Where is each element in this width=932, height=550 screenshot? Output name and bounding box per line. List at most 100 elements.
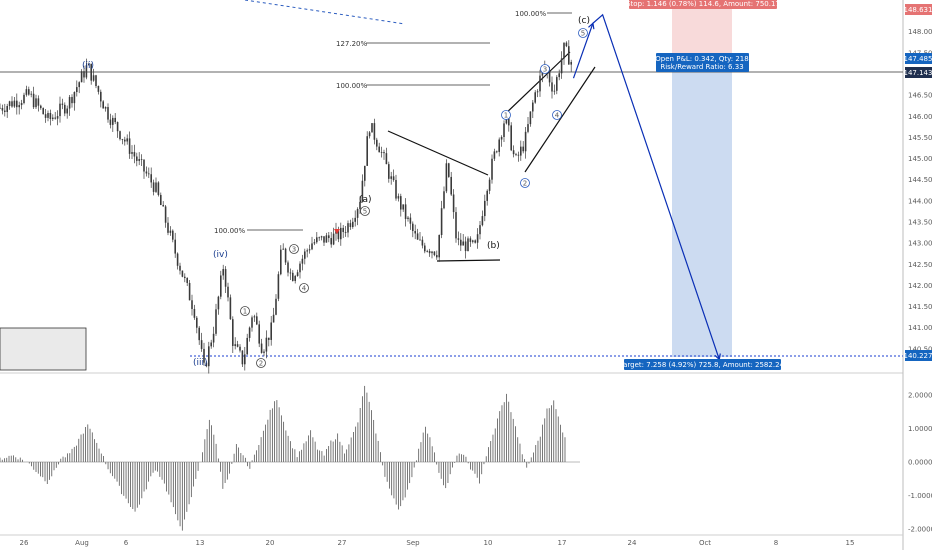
candle	[301, 254, 304, 271]
candle	[347, 220, 349, 238]
candle	[380, 146, 383, 158]
candle	[1, 104, 4, 115]
candle	[510, 122, 512, 152]
candle	[138, 152, 140, 166]
svg-text:5: 5	[581, 30, 585, 38]
candle	[6, 103, 8, 118]
time-tick-label: 24	[628, 539, 637, 547]
svg-text:3: 3	[543, 66, 547, 74]
time-tick-label: 8	[774, 539, 778, 547]
svg-text:4: 4	[302, 285, 307, 293]
candle	[462, 234, 464, 246]
candle	[527, 117, 529, 134]
candle	[260, 338, 263, 354]
candle	[558, 69, 560, 81]
rr-label: Risk/Reward Ratio: 6.33	[660, 63, 743, 71]
candle	[160, 192, 162, 206]
candle	[323, 236, 325, 247]
time-tick-label: Oct	[699, 539, 711, 547]
candle	[565, 41, 568, 48]
target-zone[interactable]	[672, 67, 732, 357]
time-tick-label: 27	[338, 539, 347, 547]
candle	[275, 294, 277, 316]
candle	[95, 74, 97, 89]
osc-tick-label: -1.0000	[908, 492, 932, 500]
triangle-upper-line	[387, 130, 489, 176]
fib-label-100-low: 100.00%	[214, 227, 245, 235]
candle	[421, 236, 424, 249]
candle	[251, 315, 253, 332]
candle	[143, 159, 145, 179]
candle	[464, 236, 467, 259]
candle	[157, 181, 160, 197]
candle	[47, 110, 49, 122]
wave-label-a: (a)	[359, 195, 372, 205]
candle	[268, 337, 270, 347]
candle	[35, 94, 37, 109]
candle	[145, 166, 148, 177]
candle	[472, 239, 474, 244]
candle	[529, 111, 532, 127]
target-label-pill[interactable]: Target: 7.258 (4.92%) 725.8, Amount: 258…	[619, 359, 785, 370]
candle	[227, 282, 229, 302]
candle	[140, 154, 143, 167]
candle	[570, 59, 572, 72]
candle	[205, 361, 208, 368]
candle	[196, 316, 198, 334]
stop-label-pill[interactable]: Stop: 1.146 (0.78%) 114.6, Amount: 750.1…	[626, 0, 780, 9]
candle	[150, 167, 152, 188]
candle	[92, 68, 95, 82]
price-tick-label: 145.00	[908, 155, 932, 163]
candle	[148, 167, 150, 179]
candle	[292, 270, 294, 282]
candle	[20, 99, 23, 110]
candle	[440, 200, 443, 239]
candle	[71, 94, 73, 108]
minor-wave-4-low: 4	[299, 283, 309, 293]
candle	[486, 189, 488, 206]
candle	[364, 165, 366, 187]
candle	[416, 228, 419, 240]
candle	[431, 250, 433, 259]
candle	[452, 189, 455, 219]
svg-text:1: 1	[243, 308, 247, 316]
candle	[304, 248, 306, 265]
candle	[232, 316, 234, 353]
minor-wave-3-low: 3	[289, 244, 299, 254]
price-tick-label: 145.50	[908, 134, 932, 142]
candle	[136, 152, 138, 167]
fib-label-100-top: 100.00%	[515, 10, 546, 18]
candle	[356, 207, 359, 226]
candle	[296, 269, 299, 277]
candle	[64, 102, 66, 117]
osc-tick-label: 1.0000	[908, 425, 932, 433]
time-tick-label: 15	[846, 539, 855, 547]
candle	[203, 342, 205, 366]
candle	[174, 232, 176, 258]
candle	[371, 122, 373, 133]
pnl-label: Open P&L: 0.342, Qty: 218	[655, 55, 748, 63]
candle	[414, 224, 416, 240]
candle	[299, 261, 301, 279]
price-tick-label: 148.00	[908, 28, 932, 36]
candle	[515, 152, 517, 157]
candle	[104, 106, 107, 112]
candle	[253, 314, 256, 322]
minor-wave-2-low: 2	[256, 358, 266, 368]
candle	[332, 227, 335, 246]
candle	[474, 239, 476, 244]
candle	[272, 307, 275, 323]
osc-tick-label: 2.0000	[908, 392, 932, 400]
time-tick-label: 6	[124, 539, 129, 547]
candle	[88, 62, 90, 66]
svg-text:1: 1	[504, 112, 508, 120]
candle	[488, 177, 491, 195]
price-tick-label: 142.00	[908, 282, 932, 290]
candle	[443, 186, 445, 210]
wedge-upper-line	[501, 51, 571, 118]
candle	[325, 232, 328, 243]
candle	[16, 93, 18, 115]
candle	[164, 205, 167, 228]
pnl-label-pill[interactable]: Open P&L: 0.342, Qty: 218 Risk/Reward Ra…	[655, 53, 749, 72]
candle	[217, 295, 220, 315]
